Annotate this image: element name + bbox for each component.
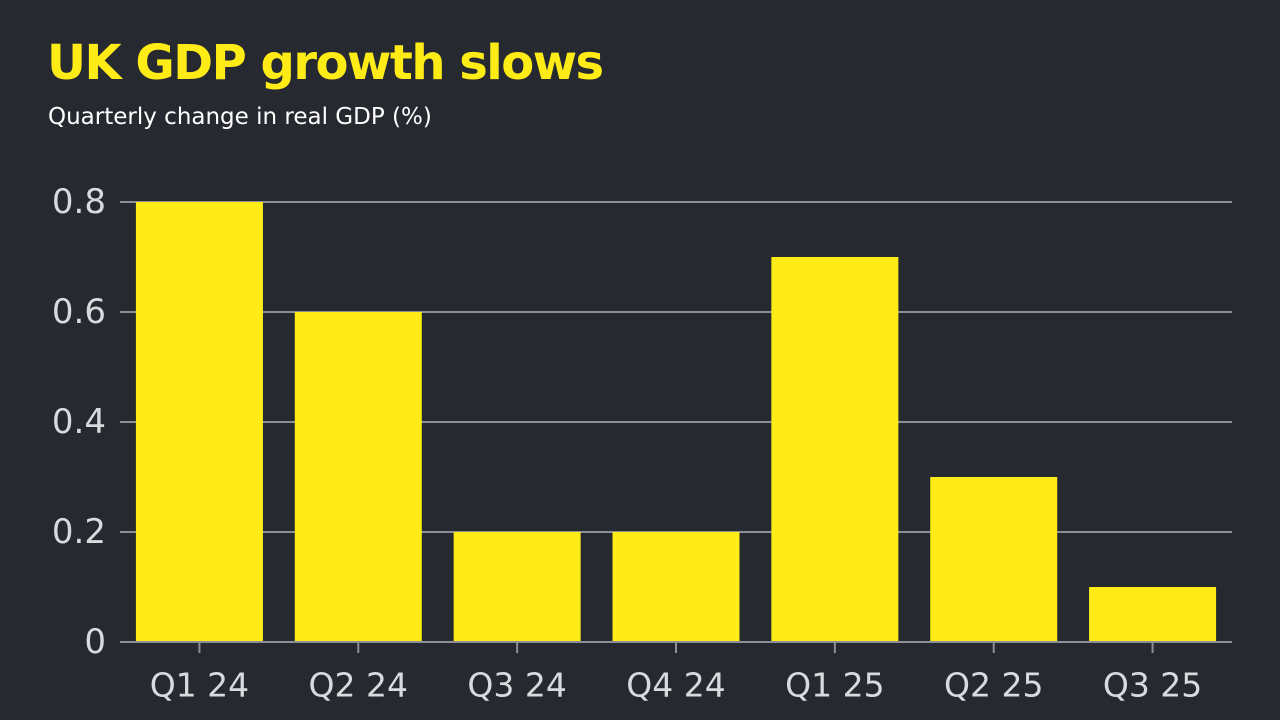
x-tick-label: Q1 25 bbox=[785, 666, 884, 705]
x-axis-tick-labels: Q1 24 Q2 24 Q3 24 Q4 24 Q1 25 Q2 25 Q3 25 bbox=[150, 666, 1203, 705]
x-tick-label: Q2 25 bbox=[944, 666, 1043, 705]
y-axis-tick-labels: 0 0.2 0.4 0.6 0.8 bbox=[52, 182, 106, 662]
chart-title: UK GDP growth slows bbox=[47, 35, 604, 91]
y-tick-label: 0.2 bbox=[52, 512, 106, 552]
x-tick-label: Q1 24 bbox=[150, 666, 249, 705]
bar bbox=[294, 312, 422, 642]
bar bbox=[930, 477, 1058, 642]
chart-subtitle: Quarterly change in real GDP (%) bbox=[48, 104, 432, 130]
x-tick-label: Q3 25 bbox=[1103, 666, 1202, 705]
bar bbox=[612, 532, 740, 642]
x-tick-label: Q3 24 bbox=[467, 666, 566, 705]
y-tick-label: 0.4 bbox=[52, 402, 106, 442]
bar bbox=[453, 532, 581, 642]
gridlines bbox=[120, 201, 1232, 533]
y-tick-label: 0.6 bbox=[52, 292, 106, 332]
x-axis bbox=[120, 641, 1232, 653]
x-tick-label: Q2 24 bbox=[309, 666, 408, 705]
bars bbox=[135, 202, 1217, 642]
y-tick-label: 0.8 bbox=[52, 182, 106, 222]
x-tick-label: Q4 24 bbox=[626, 666, 725, 705]
bar bbox=[771, 257, 899, 642]
bar bbox=[1089, 587, 1217, 642]
bar bbox=[135, 202, 263, 642]
y-tick-label: 0 bbox=[84, 622, 106, 662]
